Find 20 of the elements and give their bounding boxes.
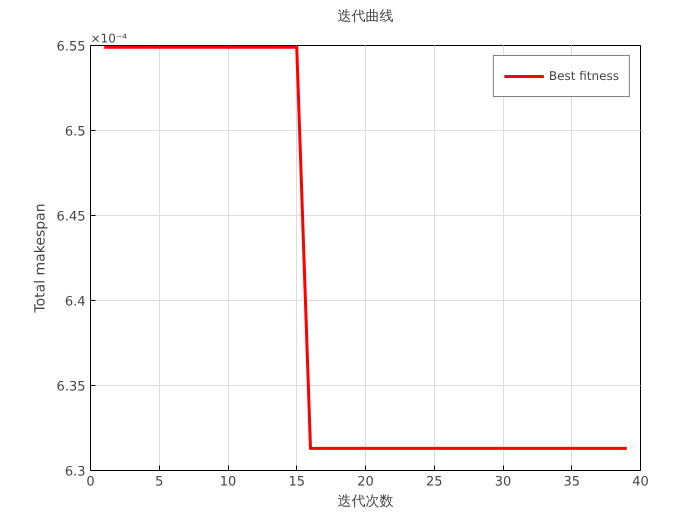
x-tick-label: 40	[632, 474, 649, 490]
y-tick-label: 6.3	[64, 464, 86, 480]
x-tick-label: 35	[563, 474, 580, 490]
legend-label: Best fitness	[548, 69, 619, 83]
chart-title: 迭代曲线	[338, 8, 394, 24]
y-tick-label: 6.35	[56, 380, 86, 394]
x-tick-label: 15	[288, 474, 306, 490]
x-tick-label: 25	[426, 474, 443, 490]
x-tick-label: 5	[155, 474, 164, 490]
x-tick-label: 20	[357, 474, 374, 490]
x-tick-label: 10	[220, 474, 236, 490]
y-tick-label: 6.55	[56, 40, 86, 54]
y-tick-label: 6.5	[64, 124, 86, 140]
x-axis-title: 迭代次数	[338, 494, 394, 510]
y-tick-label: 6.4	[64, 294, 86, 310]
y-axis-title: Total makespan	[32, 203, 49, 314]
y-tick-label: 6.45	[56, 210, 86, 224]
annotation: ×10⁻⁴	[90, 32, 128, 46]
x-tick-label: 30	[494, 474, 512, 490]
x-tick-label: 0	[86, 474, 95, 490]
